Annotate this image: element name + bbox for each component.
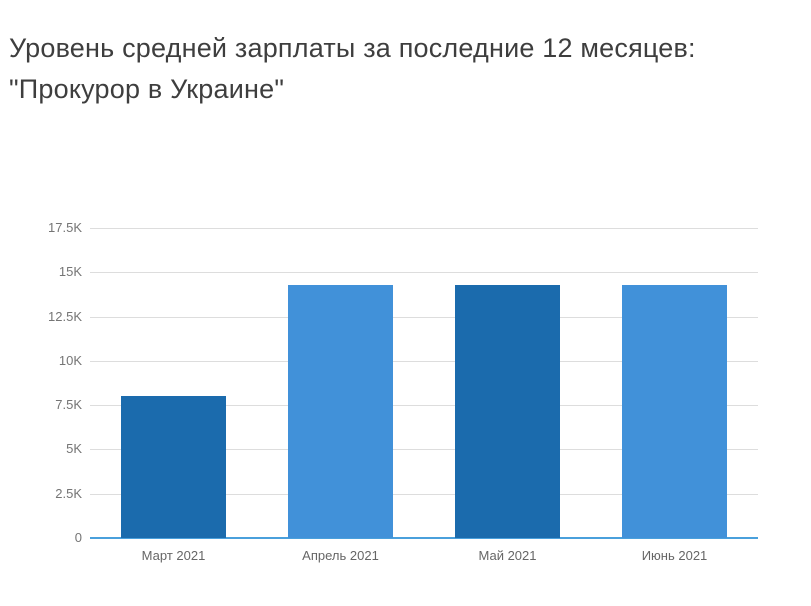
y-tick-label: 10K bbox=[58, 352, 82, 368]
gridline bbox=[90, 272, 758, 274]
y-tick-label: 0 bbox=[74, 530, 82, 545]
gridline bbox=[90, 228, 758, 229]
bar-chart: 0 2.5K 5K 7.5K 10K 12.5K 15K 17.5K Март 2021 Апре… bbox=[0, 220, 811, 598]
y-tick-label: 17.5K bbox=[48, 220, 82, 235]
gridline bbox=[90, 360, 758, 362]
bar-4[interactable] bbox=[622, 284, 727, 538]
gridline bbox=[90, 316, 758, 318]
gridline bbox=[90, 405, 758, 407]
chart-title-line-1: Уровень средней зарплаты за последние 12… bbox=[9, 33, 696, 63]
y-tick-label: 5K bbox=[66, 441, 82, 457]
chart-title: Уровень средней зарплаты за последние 12… bbox=[9, 28, 799, 110]
bar-2[interactable] bbox=[288, 284, 393, 538]
x-axis-line bbox=[90, 537, 758, 539]
gridline bbox=[90, 493, 758, 495]
y-tick-label: 2.5K bbox=[55, 485, 82, 501]
bar-3[interactable] bbox=[455, 284, 560, 538]
x-tick-label: Март 2021 bbox=[141, 548, 206, 563]
y-tick-label: 7.5K bbox=[55, 397, 82, 413]
bar-1[interactable] bbox=[121, 396, 226, 538]
x-tick-label: Апрель 2021 bbox=[302, 548, 379, 563]
gridline bbox=[90, 449, 758, 451]
y-tick-label: 15K bbox=[58, 264, 82, 280]
chart-title-line-2: "Прокурор в Украине" bbox=[9, 74, 285, 104]
y-tick-label: 12.5K bbox=[48, 308, 82, 324]
x-tick-label: Май 2021 bbox=[478, 548, 537, 563]
x-tick-label: Июнь 2021 bbox=[641, 548, 708, 563]
